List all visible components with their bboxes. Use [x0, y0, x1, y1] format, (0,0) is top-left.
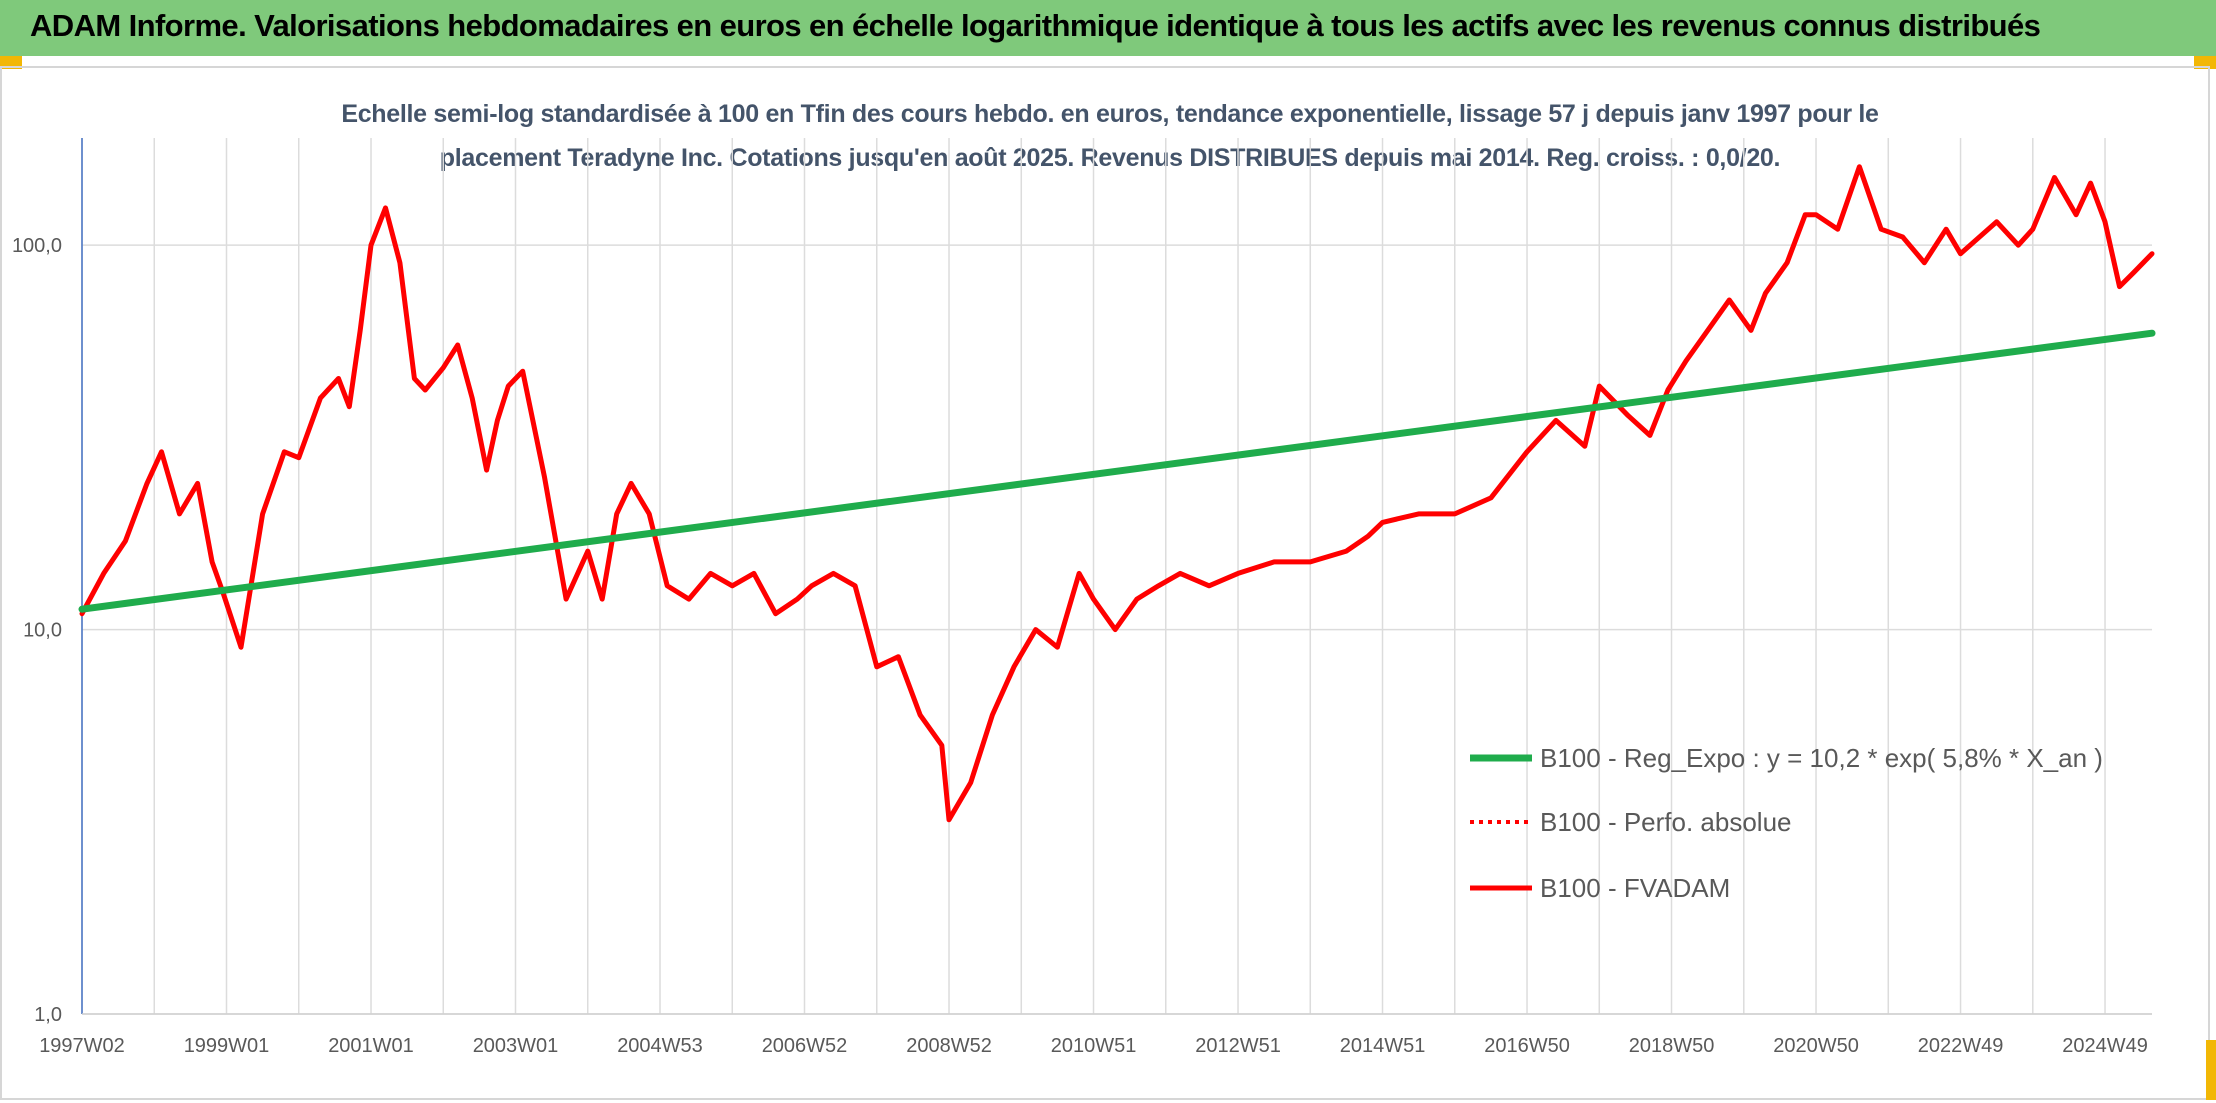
x-tick-label: 2018W50	[1629, 1035, 1715, 1057]
legend-label-1: B100 - Perfo. absolue	[1540, 807, 1792, 837]
axes	[81, 138, 2152, 1015]
y-tick-label: 10,0	[23, 620, 62, 642]
corner-marker-right	[2194, 56, 2216, 69]
banner-title: ADAM Informe. Valorisations hebdomadaire…	[30, 8, 2041, 43]
tick-labels: 1,0 10,0 100,0 1997W02 1999W01 2001W01 2003W01…	[12, 235, 2148, 1057]
series-line-2	[79, 164, 2155, 823]
chart-subtitle-line-2: placement Teradyne Inc. Cotations jusqu'…	[439, 144, 1781, 172]
series	[78, 164, 2156, 823]
chart-subtitle: Echelle semi-log standardisée à 100 en T…	[200, 92, 2020, 180]
legend-label-0: B100 - Reg_Expo : y = 10,2 * exp( 5,8% *…	[1540, 743, 2103, 773]
x-tick-label: 2006W52	[762, 1035, 848, 1057]
x-tick-label: 2020W50	[1773, 1035, 1859, 1057]
x-tick-label: 2010W51	[1051, 1035, 1137, 1057]
x-tick-label: 1997W02	[39, 1035, 125, 1057]
x-tick-label: 2016W50	[1484, 1035, 1570, 1057]
corner-marker-bottom-right	[2206, 1040, 2216, 1100]
y-tick-label: 1,0	[34, 1004, 62, 1026]
legend-label-2: B100 - FVADAM	[1540, 873, 1730, 903]
x-tick-label: 2004W53	[617, 1035, 703, 1057]
x-tick-label: 2024W49	[2062, 1035, 2148, 1057]
legend: B100 - Reg_Expo : y = 10,2 * exp( 5,8% *…	[1470, 743, 2103, 903]
x-tick-label: 2001W01	[328, 1035, 414, 1057]
chart-panel	[0, 66, 2210, 1100]
x-tick-label: 1999W01	[184, 1035, 270, 1057]
x-tick-label: 2008W52	[906, 1035, 992, 1057]
chart-subtitle-line-1: Echelle semi-log standardisée à 100 en T…	[341, 100, 1879, 128]
series-line-0	[78, 329, 2156, 613]
corner-marker-left	[0, 56, 22, 69]
x-tick-label: 2012W51	[1195, 1035, 1281, 1057]
x-tick-label: 2022W49	[1918, 1035, 2004, 1057]
banner: ADAM Informe. Valorisations hebdomadaire…	[0, 0, 2216, 56]
x-tick-label: 2014W51	[1340, 1035, 1426, 1057]
grid	[81, 138, 2152, 1015]
y-tick-label: 100,0	[12, 235, 62, 257]
x-tick-label: 2003W01	[473, 1035, 559, 1057]
